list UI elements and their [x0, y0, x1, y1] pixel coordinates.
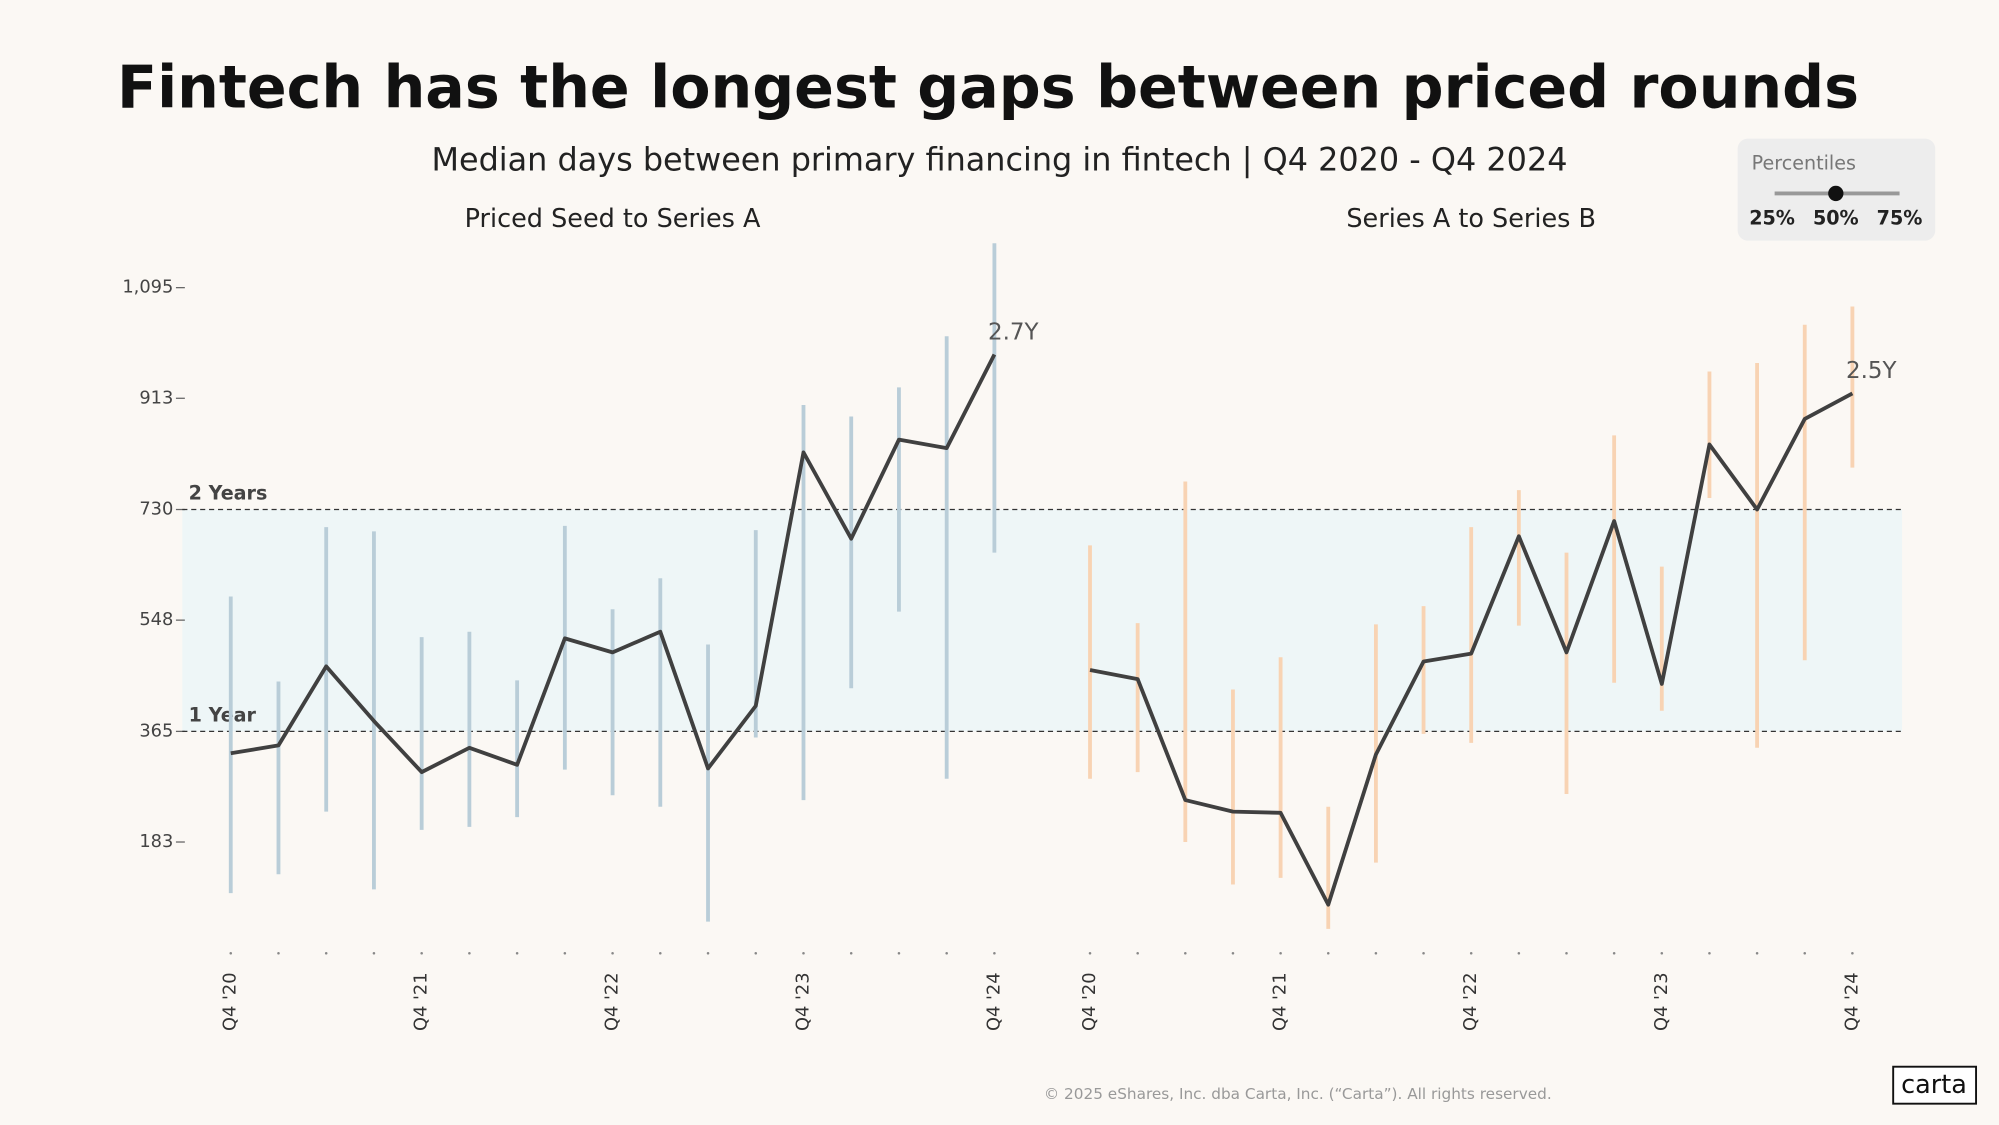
x-tick-dot [754, 951, 758, 955]
panel-title: Priced Seed to Series A [465, 204, 761, 234]
x-tick-label: Q4 '20 [220, 972, 241, 1031]
percentile-option[interactable]: 25% [1749, 206, 1795, 229]
percentile-option[interactable]: 50% [1813, 206, 1859, 229]
x-tick-label: Q4 '24 [1841, 972, 1862, 1031]
y-tick-label: 183 [139, 831, 173, 852]
x-tick-dot [1088, 951, 1092, 955]
x-tick-dot [1660, 951, 1664, 955]
logo: carta [1901, 1070, 1967, 1100]
percentile-option[interactable]: 75% [1877, 206, 1923, 229]
x-tick-dot [324, 951, 328, 955]
y-tick-label: 365 [139, 720, 173, 741]
x-tick-dot [1374, 951, 1378, 955]
copyright: © 2025 eShares, Inc. dba Carta, Inc. (“C… [1044, 1085, 1552, 1103]
x-tick-dot [229, 951, 233, 955]
x-tick-dot [1422, 951, 1425, 955]
value-label: 2.7Y [988, 319, 1039, 345]
y-tick-label: 730 [139, 499, 173, 520]
x-tick-dot [1469, 951, 1473, 955]
x-tick-dot [1565, 951, 1568, 955]
reference-label: 2 Years [189, 482, 268, 505]
x-tick-dot [1851, 951, 1854, 955]
median-line [1089, 391, 1854, 907]
x-tick-dot [1136, 951, 1139, 955]
reference-label: 1 Year [189, 704, 257, 727]
x-tick-dot [1326, 951, 1330, 955]
y-tick-label: 548 [139, 609, 173, 630]
value-label: 2.5Y [1846, 358, 1897, 384]
x-tick-dot [1184, 951, 1187, 955]
x-tick-label: Q4 '23 [1651, 972, 1672, 1031]
x-tick-dot [1517, 951, 1521, 955]
x-tick-label: Q4 '22 [1460, 972, 1481, 1031]
x-tick-dot [945, 951, 948, 955]
panel-title: Series A to Series B [1346, 204, 1596, 234]
y-tick-label: 1,095 [122, 277, 173, 298]
x-tick-dot [1231, 951, 1235, 955]
x-tick-dot [277, 951, 280, 955]
x-tick-dot [468, 951, 471, 955]
x-tick-dot [1803, 951, 1807, 955]
x-tick-dot [706, 951, 710, 955]
x-tick-dot [515, 951, 519, 955]
slider-knob[interactable] [1828, 185, 1844, 202]
x-tick-dot [1279, 951, 1282, 955]
logo-box [1892, 1065, 1978, 1105]
x-tick-dot [1612, 951, 1616, 955]
median-line [230, 353, 997, 775]
control-label: Percentiles [1752, 152, 1856, 175]
x-tick-dot [563, 951, 567, 955]
x-tick-dot [1755, 951, 1759, 955]
x-tick-dot [1708, 951, 1711, 955]
x-tick-label: Q4 '20 [1079, 972, 1100, 1031]
x-tick-dot [849, 951, 853, 955]
x-tick-dot [659, 951, 662, 955]
chart-title: Fintech has the longest gaps between pri… [117, 54, 1859, 122]
x-tick-dot [897, 951, 901, 955]
x-tick-label: Q4 '21 [1270, 972, 1291, 1031]
x-tick-label: Q4 '24 [983, 972, 1004, 1031]
x-tick-dot [993, 951, 996, 955]
x-tick-dot [372, 951, 376, 955]
x-tick-label: Q4 '21 [411, 972, 432, 1031]
x-tick-label: Q4 '22 [602, 972, 623, 1031]
x-tick-dot [420, 951, 423, 955]
x-tick-dot [802, 951, 805, 955]
x-tick-label: Q4 '23 [792, 972, 813, 1031]
y-tick-label: 913 [139, 387, 173, 408]
chart-subtitle: Median days between primary financing in… [431, 141, 1567, 179]
x-tick-dot [611, 951, 614, 955]
